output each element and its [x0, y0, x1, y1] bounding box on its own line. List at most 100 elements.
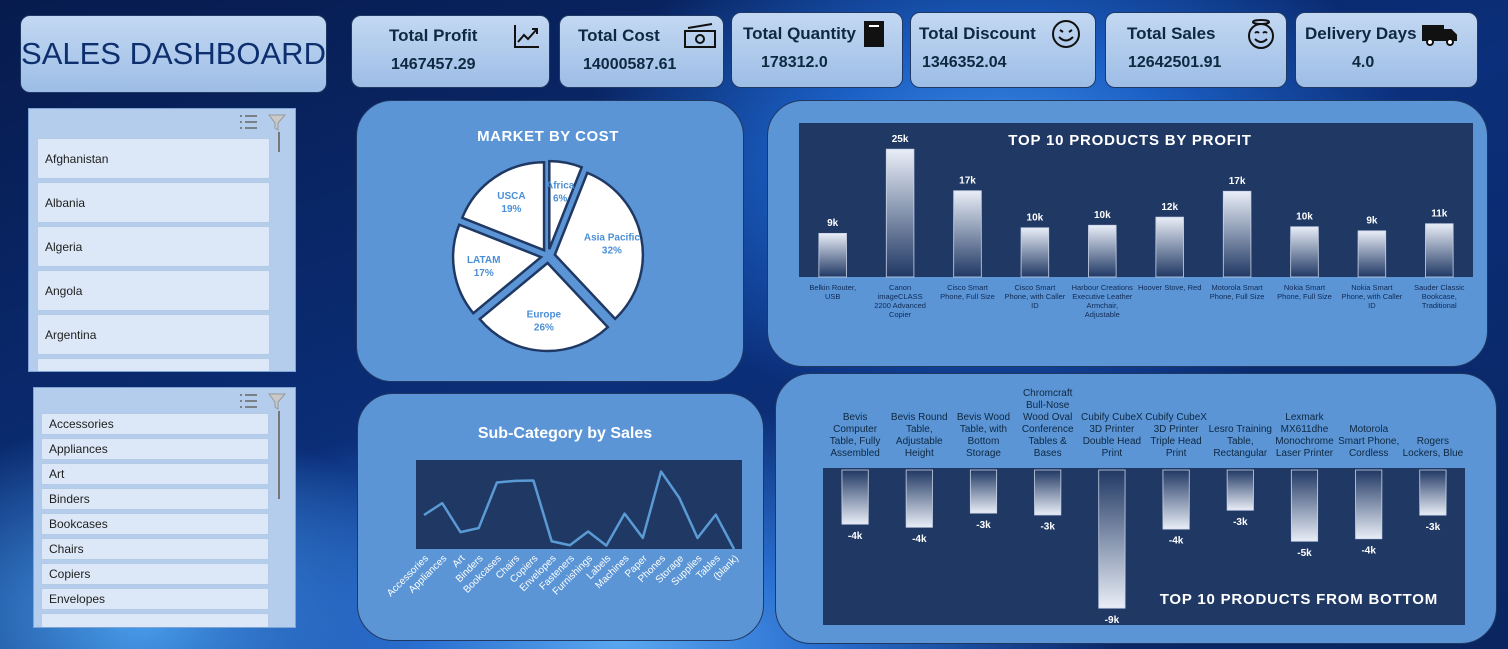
slicer-item[interactable]: Chairs — [41, 538, 269, 560]
kpi-value: 12642501.91 — [1128, 54, 1222, 71]
bar — [1357, 230, 1387, 278]
slicer-item[interactable]: Copiers — [41, 563, 269, 585]
x-tick-label: Lesro Training Table, Rectangular — [1208, 424, 1272, 459]
value-label: -3k — [1233, 517, 1248, 528]
value-label: 9k — [827, 218, 839, 229]
icon-part — [864, 21, 884, 47]
bar — [1419, 469, 1447, 516]
x-tick-label: Harbour Creations Executive Leather Armc… — [1071, 283, 1133, 319]
kpi-value: 1467457.29 — [391, 55, 476, 73]
value-label: -3k — [1040, 522, 1055, 533]
slicer-item[interactable]: Argentina — [37, 314, 270, 355]
kpi-card: Total Discount 1346352.04 — [910, 12, 1096, 88]
x-tick-label: Bevis Computer Table, Fully Assembled — [829, 412, 881, 459]
kpi-icon — [864, 21, 884, 47]
plot-area — [416, 460, 742, 549]
x-tick-label: Cubify CubeX 3D Printer Double Head Prin… — [1081, 412, 1143, 459]
x-tick-label: Motorola Smart Phone, Full Size — [1209, 283, 1265, 301]
bar — [1088, 224, 1117, 278]
icon-part — [514, 25, 539, 48]
slice-value: 19% — [501, 204, 521, 215]
slicer: Afghanistan Albania Algeria Angola Argentina — [28, 108, 296, 372]
kpi-value: 1346352.04 — [922, 54, 1007, 71]
value-label: 10k — [1296, 211, 1313, 222]
pie-slice — [553, 171, 645, 321]
value-label: 12k — [1161, 202, 1178, 213]
icon-part — [1254, 31, 1268, 43]
kpi-label: Total Cost — [578, 25, 660, 45]
slice-label: Africa — [546, 181, 575, 192]
x-tick-label: Canon imageCLASS 2200 Advanced Copier — [874, 283, 926, 319]
x-tick-label: Nokia Smart Phone, Full Size — [1277, 283, 1332, 301]
bar — [1222, 190, 1252, 278]
bar — [905, 469, 933, 528]
bar — [1155, 216, 1184, 278]
line — [423, 470, 736, 550]
kpi-label: Delivery Days — [1305, 24, 1417, 43]
value-label: 10k — [1094, 210, 1111, 221]
bar — [1425, 223, 1454, 278]
icon-part — [1442, 29, 1457, 41]
x-tick-label: Hoover Stove, Red — [1138, 283, 1202, 292]
slicer-scrollbar — [278, 132, 280, 152]
x-tick-label: Chromcraft Bull-Nose Wood Oval Conferenc… — [1021, 388, 1074, 459]
pie-slice — [548, 159, 584, 250]
bar — [1098, 469, 1126, 609]
kpi-value: 14000587.61 — [583, 55, 677, 73]
pie-slice — [451, 223, 544, 315]
slicer-item[interactable]: Afghanistan — [37, 138, 270, 179]
value-label: 9k — [1366, 215, 1378, 226]
slice-value: 17% — [474, 268, 494, 279]
slicer-item[interactable]: Binders — [41, 488, 269, 510]
icon-part — [1252, 19, 1270, 25]
kpi-icon — [684, 23, 716, 48]
x-tick-label: Belkin Router, USB — [809, 283, 857, 301]
slicer-item[interactable]: Art — [41, 463, 269, 485]
slicer-item[interactable]: Bookcases — [41, 513, 269, 535]
slice-label: LATAM — [467, 255, 501, 266]
kpi-label: Total Sales — [1127, 24, 1216, 43]
value-label: 25k — [892, 134, 909, 145]
value-label: -3k — [976, 520, 991, 531]
value-label: -4k — [1361, 545, 1376, 556]
x-tick-label: Cisco Smart Phone, Full Size — [940, 283, 995, 301]
icon-part — [1058, 29, 1074, 42]
chart-title: Sub-Category by Sales — [478, 425, 652, 442]
slicer-item[interactable] — [37, 358, 270, 371]
value-label: -5k — [1297, 548, 1312, 559]
x-tick-label: Bevis Wood Table, with Bottom Storage — [956, 412, 1011, 459]
slicer-header-icons[interactable] — [229, 391, 289, 411]
slice-value: 32% — [602, 245, 622, 256]
slicer-item[interactable]: Envelopes — [41, 588, 269, 610]
slice-label: Europe — [527, 310, 562, 321]
slicer-item[interactable]: Algeria — [37, 226, 270, 267]
slicer-item[interactable] — [41, 613, 269, 627]
value-label: -4k — [912, 534, 927, 545]
bar — [885, 148, 915, 278]
value-label: 17k — [959, 175, 976, 186]
slicer-scrollbar — [278, 411, 280, 499]
x-tick-label: Cisco Smart Phone, with Caller ID — [1004, 283, 1066, 310]
slicer-item[interactable]: Albania — [37, 182, 270, 223]
kpi-value: 178312.0 — [761, 54, 828, 71]
value-label: -4k — [848, 531, 863, 542]
dashboard-title: SALES DASHBOARD — [20, 15, 327, 93]
icon-part — [687, 23, 713, 29]
kpi-icon — [1052, 20, 1080, 48]
icon-part — [1422, 25, 1444, 41]
slicer-item[interactable]: Angola — [37, 270, 270, 311]
value-label: 10k — [1027, 212, 1044, 223]
icon-part — [695, 34, 705, 44]
chart-title: MARKET BY COST — [477, 128, 619, 145]
kpi-label: Total Profit — [389, 25, 478, 45]
slicer-item[interactable]: Appliances — [41, 438, 269, 460]
slicer-header-icons[interactable] — [229, 112, 289, 132]
value-label: 11k — [1431, 208, 1448, 219]
slicer-item[interactable]: Accessories — [41, 413, 269, 435]
x-tick-label: Cubify CubeX 3D Printer Triple Head Prin… — [1145, 412, 1207, 459]
icon-part — [1052, 20, 1080, 48]
bar — [1162, 469, 1190, 530]
x-tick-label: Nokia Smart Phone, with Caller ID — [1341, 283, 1403, 310]
kpi-card: Delivery Days 4.0 — [1295, 12, 1478, 88]
